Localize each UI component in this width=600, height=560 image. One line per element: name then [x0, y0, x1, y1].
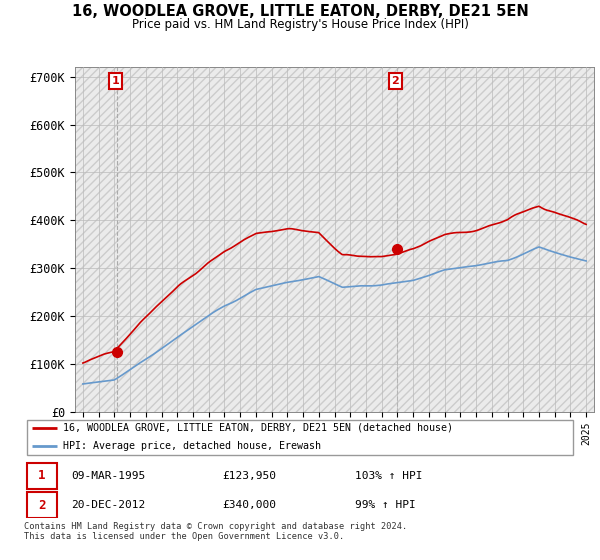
Text: 2: 2	[391, 76, 399, 86]
Text: 16, WOODLEA GROVE, LITTLE EATON, DERBY, DE21 5EN: 16, WOODLEA GROVE, LITTLE EATON, DERBY, …	[71, 4, 529, 19]
Text: £340,000: £340,000	[223, 500, 277, 510]
Text: 20-DEC-2012: 20-DEC-2012	[71, 500, 145, 510]
Text: 2: 2	[38, 498, 46, 512]
Text: Contains HM Land Registry data © Crown copyright and database right 2024.
This d: Contains HM Land Registry data © Crown c…	[24, 522, 407, 542]
FancyBboxPatch shape	[27, 420, 573, 455]
Text: 16, WOODLEA GROVE, LITTLE EATON, DERBY, DE21 5EN (detached house): 16, WOODLEA GROVE, LITTLE EATON, DERBY, …	[62, 423, 452, 433]
FancyBboxPatch shape	[27, 492, 57, 518]
Text: 09-MAR-1995: 09-MAR-1995	[71, 470, 145, 480]
Text: Price paid vs. HM Land Registry's House Price Index (HPI): Price paid vs. HM Land Registry's House …	[131, 18, 469, 31]
FancyBboxPatch shape	[27, 463, 57, 488]
Bar	[75, 67, 594, 412]
Text: 103% ↑ HPI: 103% ↑ HPI	[355, 470, 422, 480]
Text: HPI: Average price, detached house, Erewash: HPI: Average price, detached house, Erew…	[62, 441, 320, 451]
Text: 1: 1	[38, 469, 46, 482]
Text: 99% ↑ HPI: 99% ↑ HPI	[355, 500, 416, 510]
Text: 1: 1	[112, 76, 119, 86]
Text: £123,950: £123,950	[223, 470, 277, 480]
